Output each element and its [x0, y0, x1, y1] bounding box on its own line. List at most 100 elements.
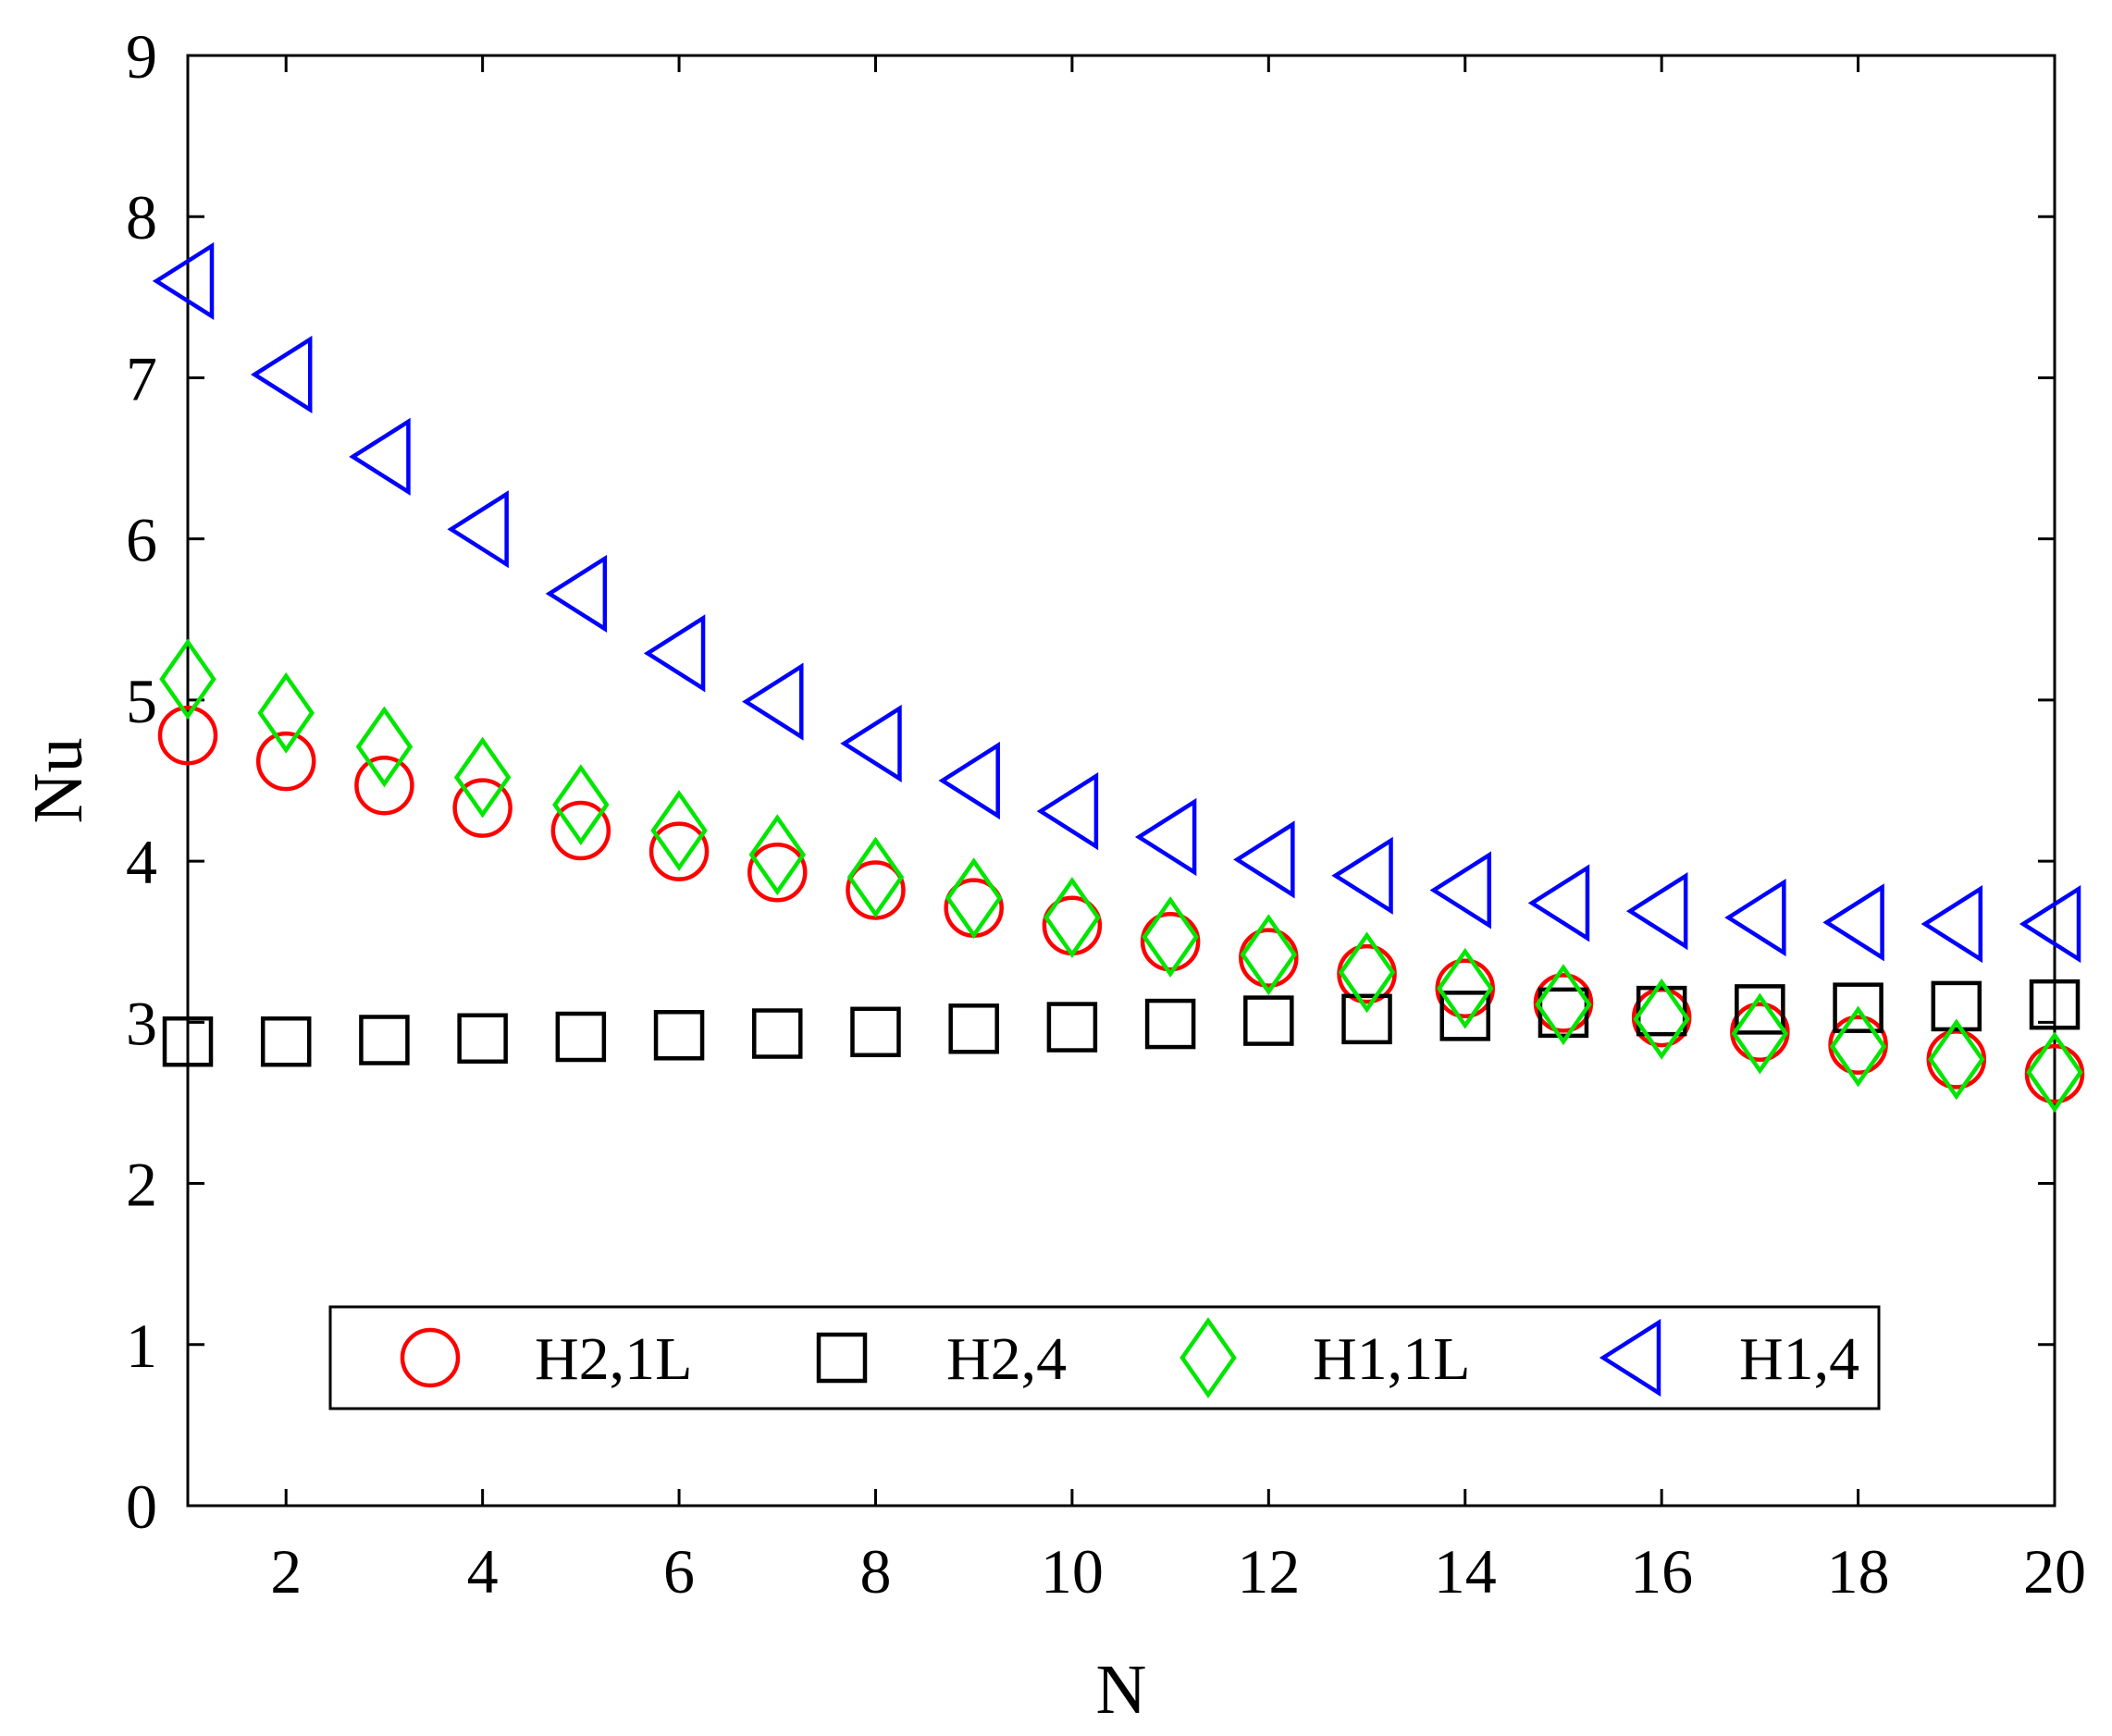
data-point: [359, 1015, 410, 1065]
data-point: [1338, 931, 1396, 1014]
series-circle: [157, 705, 2085, 1104]
legend: H2,1L H2,4 H1,1L H1,4: [328, 1305, 1881, 1410]
data-point: [747, 843, 808, 903]
legend-label: H1,1L: [1313, 1325, 1470, 1393]
legend-label: H2,1L: [535, 1325, 692, 1393]
data-point: [447, 490, 509, 569]
legend-marker: [816, 1332, 868, 1384]
legend-box: [328, 1305, 1881, 1410]
data-point: [643, 614, 706, 693]
legend-label: H2,4: [946, 1325, 1067, 1393]
data-point: [1633, 978, 1690, 1060]
data-point: [938, 741, 1000, 820]
data-point: [742, 662, 804, 741]
data-point: [945, 857, 1003, 940]
series-diamond: [159, 638, 2083, 1114]
data-point: [650, 790, 708, 871]
series-square: [162, 979, 2081, 1067]
y-tick-label: 9: [126, 21, 157, 92]
data-point: [355, 706, 414, 788]
data-point: [457, 1013, 508, 1065]
data-point: [545, 554, 608, 633]
data-point: [1921, 884, 1983, 964]
legend-items: H2,1L H2,4 H1,1L H1,4: [400, 1317, 1859, 1398]
data-point: [162, 1016, 214, 1067]
x-tick-label: 6: [663, 1536, 695, 1607]
y-tick-label: 2: [126, 1150, 157, 1220]
data-point: [1535, 964, 1592, 1046]
data-point: [1134, 797, 1197, 877]
data-point: [354, 755, 414, 816]
data-point: [1538, 987, 1589, 1039]
data-point: [1636, 985, 1687, 1037]
data-point: [1724, 879, 1786, 957]
x-tick-label: 16: [1630, 1536, 1693, 1607]
data-point: [752, 1008, 803, 1059]
data-point: [1144, 998, 1196, 1050]
data-point: [1436, 947, 1494, 1029]
data-point: [159, 638, 216, 720]
legend-marker: [1599, 1318, 1661, 1397]
data-point: [1625, 872, 1688, 951]
y-tick-label: 3: [126, 988, 157, 1058]
data-point: [349, 417, 411, 496]
x-axis-label: N: [1096, 1651, 1147, 1729]
x-tick-label: 4: [467, 1536, 499, 1607]
data-point: [2026, 1031, 2083, 1114]
data-point: [1036, 772, 1099, 851]
data-point: [1822, 883, 1884, 962]
data-point: [1735, 984, 1785, 1035]
data-point: [257, 671, 315, 754]
data-point: [1337, 943, 1397, 1004]
data-point: [260, 1016, 312, 1067]
axis-ticks: [188, 54, 2056, 1508]
y-tick-label: 4: [126, 827, 157, 897]
data-point: [648, 821, 710, 881]
y-tick-label: 0: [126, 1471, 157, 1542]
data-point: [1833, 982, 1884, 1033]
data-point: [1341, 993, 1392, 1045]
data-point: [1233, 820, 1295, 899]
data-point: [2024, 1043, 2085, 1104]
x-tick-label: 20: [2023, 1536, 2086, 1607]
y-tick-label: 6: [126, 505, 157, 575]
data-marks: [152, 241, 2085, 1114]
data-point: [1140, 911, 1201, 972]
x-tick-label: 12: [1237, 1536, 1300, 1607]
plot-area: [186, 54, 2056, 1508]
data-point: [452, 778, 513, 838]
data-point: [1044, 877, 1101, 959]
data-point: [1239, 928, 1299, 988]
data-point: [1730, 1002, 1790, 1063]
data-point: [1439, 991, 1490, 1041]
data-point: [1142, 896, 1199, 978]
data-point: [840, 704, 902, 783]
data-point: [948, 1003, 999, 1054]
data-point: [1240, 914, 1298, 996]
data-point: [1931, 980, 1982, 1032]
data-point: [1731, 992, 1789, 1075]
data-point: [1046, 1002, 1098, 1053]
x-tick-label: 14: [1434, 1536, 1497, 1607]
y-tick-label: 7: [126, 343, 157, 413]
data-point: [653, 1010, 705, 1061]
data-point: [1331, 836, 1393, 915]
data-point: [2029, 979, 2081, 1030]
x-tick-label: 2: [270, 1536, 302, 1607]
data-point: [550, 800, 611, 861]
data-point: [1829, 1005, 1887, 1088]
data-point: [1533, 973, 1594, 1033]
data-point: [552, 764, 610, 846]
data-point: [1243, 995, 1294, 1046]
data-point: [1527, 864, 1590, 942]
data-point: [2019, 884, 2081, 964]
series-triangle-left: [152, 241, 2081, 964]
data-point: [846, 836, 905, 918]
y-axis-label: Nu: [19, 738, 97, 824]
data-point: [846, 860, 906, 920]
legend-label: H1,4: [1739, 1325, 1859, 1393]
y-tick-label: 5: [126, 666, 157, 736]
legend-marker: [1180, 1317, 1237, 1398]
data-point: [1828, 1015, 1888, 1075]
